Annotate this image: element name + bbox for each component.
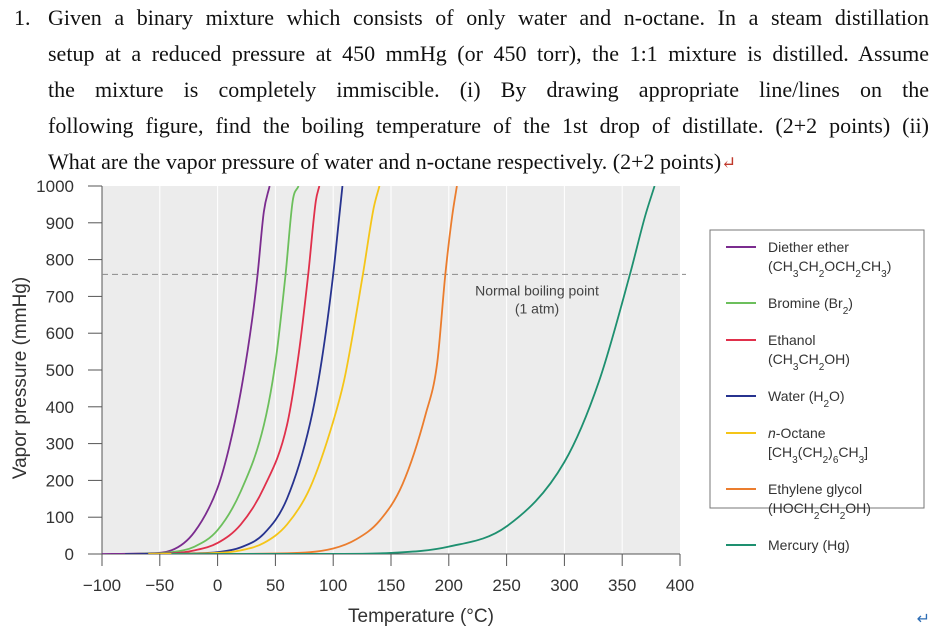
question-line-2: setup at a reduced pressure at 450 mmHg … (48, 41, 929, 66)
question-text: 1. Given a binary mixture which consists… (14, 0, 929, 181)
x-tick-label: 350 (608, 576, 636, 595)
x-tick-label: 100 (319, 576, 347, 595)
legend-box (709, 229, 925, 509)
x-tick-label: 400 (666, 576, 694, 595)
normal-boiling-point-label: (1 atm) (515, 300, 559, 316)
question-line-3: the mixture is completely immiscible. (i… (48, 77, 929, 102)
x-tick-label: 0 (213, 576, 222, 595)
legend-label-bromine-br2: Bromine (Br2) (768, 295, 853, 317)
x-tick-label: 50 (266, 576, 285, 595)
y-tick-label: 700 (46, 287, 74, 306)
y-tick-label: 300 (46, 435, 74, 454)
question-line-4: following figure, find the boiling tempe… (48, 113, 929, 138)
vapor-pressure-chart: 0 100 200 300 400 500 600 700 800 900 1000 −100 −50 0… (10, 177, 925, 627)
legend-label-ethanol: Ethanol (768, 332, 815, 348)
legend-label-ethylene-glycol: (HOCH2CH2OH) (768, 500, 871, 522)
y-tick-label: 100 (46, 508, 74, 527)
series-line-n-octane (148, 186, 381, 554)
x-tick-label: 300 (550, 576, 578, 595)
paragraph-mark-icon: ↵ (916, 609, 930, 628)
x-tick-label: −100 (83, 576, 121, 595)
question-body: Given a binary mixture which consists of… (48, 0, 929, 181)
y-tick-label: 600 (46, 324, 74, 343)
series-line-ethanol (125, 186, 321, 554)
legend-label-mercury-hg: Mercury (Hg) (768, 537, 850, 553)
y-tick-label: 800 (46, 251, 74, 270)
y-tick-label: 0 (65, 545, 74, 564)
series-line-bromine-br2 (130, 186, 300, 554)
x-axis-label: Temperature (°C) (348, 606, 494, 627)
series-line-ethylene-glycol (194, 186, 458, 554)
y-tick-label: 1000 (36, 177, 74, 196)
legend-label-ethylene-glycol: Ethylene glycol (768, 481, 862, 497)
question-line-1: Given a binary mixture which consists of… (48, 5, 929, 30)
question-line-5: What are the vapor pressure of water and… (48, 144, 929, 181)
legend-label-n-octane: [CH3(CH2)6CH3] (768, 444, 868, 466)
y-tick-label: 400 (46, 398, 74, 417)
legend-label-diether-ether: (CH3CH2OCH2CH3) (768, 258, 891, 280)
x-tick-label: 250 (492, 576, 520, 595)
series-line-mercury-hg (171, 186, 656, 554)
x-tick-label: 150 (377, 576, 405, 595)
y-tick-label: 200 (46, 471, 74, 490)
x-tick-label: 200 (435, 576, 463, 595)
legend-label-water-h2o: Water (H2O) (768, 388, 845, 410)
x-tick-label: −50 (145, 576, 174, 595)
legend-label-n-octane: n-Octane (768, 425, 826, 441)
y-tick-label: 900 (46, 214, 74, 233)
legend-label-diether-ether: Diether ether (768, 239, 849, 255)
normal-boiling-point-label: Normal boiling point (475, 282, 599, 298)
y-tick-label: 500 (46, 361, 74, 380)
legend-label-ethanol: (CH3CH2OH) (768, 351, 850, 373)
question-line-5-text: What are the vapor pressure of water and… (48, 149, 722, 174)
y-axis-label: Vapor pressure (mmHg) (10, 277, 31, 479)
paragraph-mark-icon: ↵ (721, 153, 737, 173)
question-number: 1. (14, 5, 31, 30)
